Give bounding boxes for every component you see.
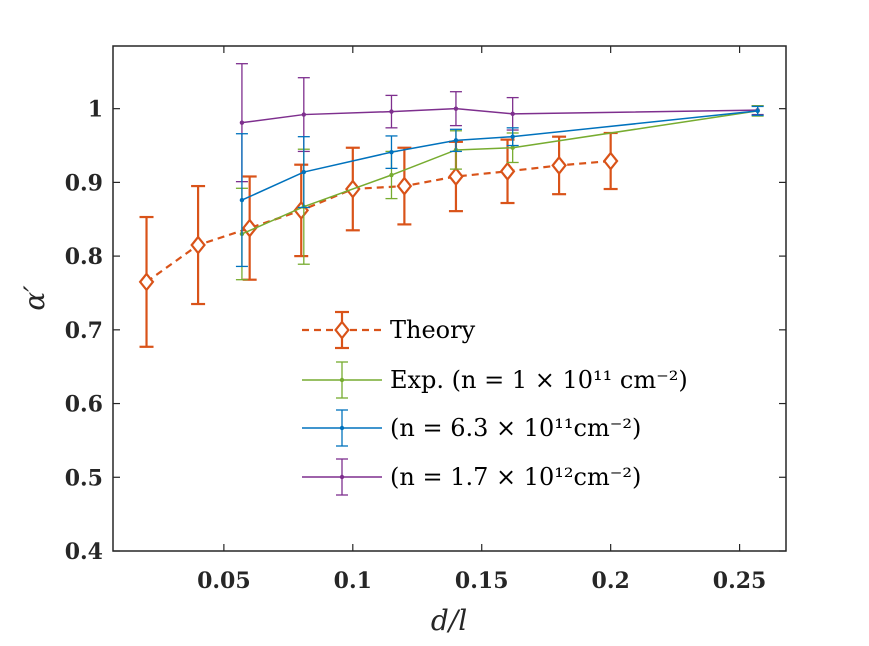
data-point xyxy=(138,272,155,292)
ticks-layer: 0.05 0.1 0.15 0.2 0.25 0.4 0.5 0.6 0.7 0.8 0.9 1 xyxy=(65,46,786,594)
data-point xyxy=(510,134,515,139)
series-line xyxy=(241,110,758,201)
y-tick-label: 0.5 xyxy=(65,465,103,491)
data-point xyxy=(239,197,245,203)
legend-entry-0: Theory xyxy=(302,310,476,350)
data-point xyxy=(301,112,307,117)
x-tick-label: 0.25 xyxy=(713,568,767,594)
legend-label: Theory xyxy=(390,316,476,344)
legend-box xyxy=(290,302,760,498)
data-point xyxy=(453,106,459,111)
data-point xyxy=(301,169,307,175)
legend-marker xyxy=(339,377,345,383)
legend-marker xyxy=(339,474,345,480)
data-point xyxy=(389,109,394,114)
data-point xyxy=(510,111,515,117)
y-tick-label: 0.4 xyxy=(65,539,103,565)
plot-layer xyxy=(138,63,764,348)
series-line xyxy=(241,107,758,124)
y-axis-label: α′ xyxy=(18,285,51,311)
axes-frame xyxy=(112,45,787,552)
series-2 xyxy=(235,105,764,268)
y-tick-label: 0.7 xyxy=(65,318,103,344)
legend-label: Exp. (n = 1 × 10¹¹ cm⁻²) xyxy=(390,366,688,394)
data-point xyxy=(755,108,760,114)
data-point xyxy=(602,151,619,171)
legend: Theory Exp. (n = 1 × 10¹¹ cm⁻²) (n = 6.3 ×… xyxy=(290,302,760,498)
y-tick-label: 1 xyxy=(88,97,103,123)
data-point xyxy=(239,120,245,125)
data-point xyxy=(396,176,413,196)
legend-entry-1: Exp. (n = 1 × 10¹¹ cm⁻²) xyxy=(302,361,688,399)
y-tick-label: 0.9 xyxy=(65,170,103,196)
x-tick-label: 0.1 xyxy=(334,568,372,594)
legend-entry-3: (n = 1.7 × 10¹²cm⁻²) xyxy=(302,458,641,496)
series-line xyxy=(145,159,611,283)
data-point xyxy=(551,155,567,176)
legend-label: (n = 6.3 × 10¹¹cm⁻²) xyxy=(390,414,641,442)
x-tick-label: 0.05 xyxy=(197,568,251,594)
data-point xyxy=(190,235,206,255)
data-point xyxy=(241,218,258,238)
legend-entry-2: (n = 6.3 × 10¹¹cm⁻²) xyxy=(302,409,641,447)
data-point xyxy=(389,149,394,155)
data-point xyxy=(510,145,515,150)
data-point xyxy=(389,172,394,178)
x-tick-label: 0.15 xyxy=(455,568,509,594)
x-tick-label: 0.2 xyxy=(592,568,630,594)
data-point xyxy=(499,161,516,182)
y-tick-label: 0.8 xyxy=(65,244,103,270)
data-point xyxy=(453,138,459,143)
legend-marker xyxy=(334,320,350,340)
y-tick-label: 0.6 xyxy=(65,392,103,418)
legend-marker xyxy=(339,425,345,431)
legend-label: (n = 1.7 × 10¹²cm⁻²) xyxy=(390,463,641,491)
series-line xyxy=(241,110,758,235)
x-axis-label: d/l xyxy=(431,604,467,637)
data-point xyxy=(448,166,464,187)
